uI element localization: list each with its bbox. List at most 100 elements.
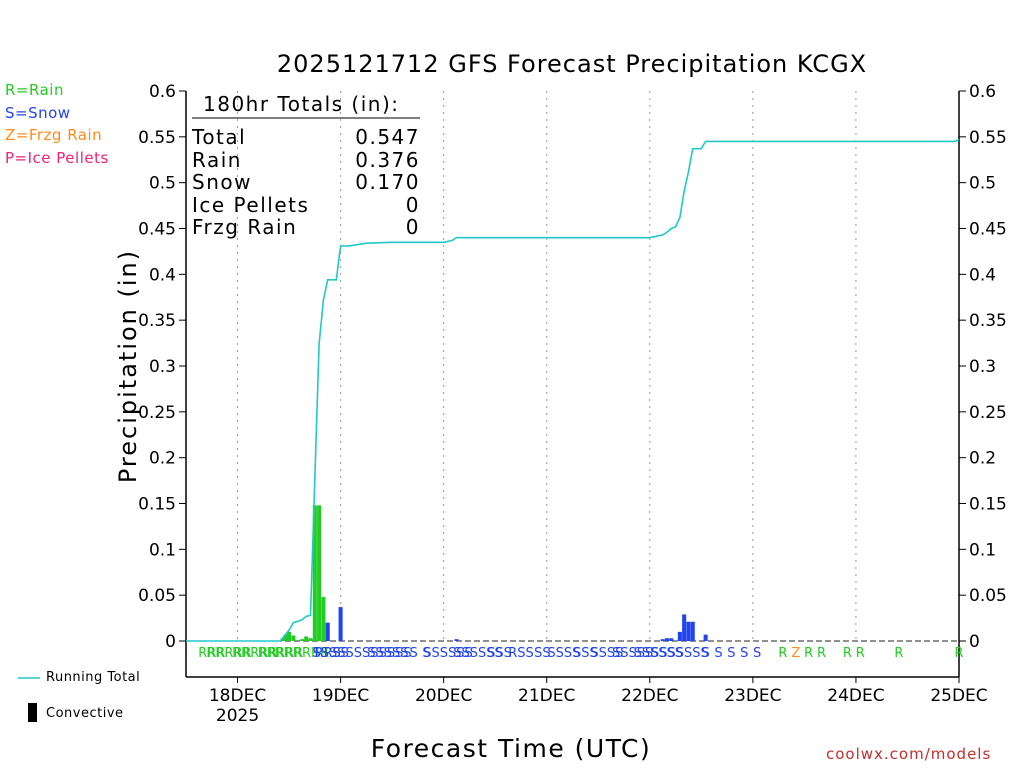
precip-bar-snow xyxy=(682,614,687,641)
precip-type-code: S xyxy=(753,646,761,661)
precip-type-code: R xyxy=(843,646,852,661)
precip-type-code: SSSSSSSSSSSS xyxy=(313,646,412,661)
y-tick-label-left: 0.35 xyxy=(138,311,176,331)
precip-type-code: RRRRR xyxy=(258,646,303,661)
y-tick-label-right: 0.55 xyxy=(969,128,1007,148)
totals-header: 180hr Totals (in): xyxy=(203,92,400,116)
totals-value-ice-pellets: 0 xyxy=(405,193,420,217)
y-tick-label-right: 0.3 xyxy=(969,357,996,377)
precip-type-code: SSSS xyxy=(590,646,623,661)
x-tick-label: 18DEC xyxy=(209,686,266,706)
precip-type-code: RRRRR xyxy=(232,646,277,661)
precip-bar-snow xyxy=(690,621,695,641)
y-tick-label-left: 0.25 xyxy=(138,403,176,423)
precip-type-code: S xyxy=(701,646,709,661)
precip-bar-snow xyxy=(454,639,459,641)
y-tick-label-left: 0.4 xyxy=(149,265,176,285)
precip-type-code: RSS xyxy=(508,646,534,661)
y-tick-label-left: 0.1 xyxy=(149,540,176,560)
precip-type-code: S xyxy=(714,646,722,661)
legend-frzg-rain-code: Z=Frzg Rain xyxy=(5,126,103,144)
y-tick-label-right: 0.5 xyxy=(969,174,996,194)
precip-bar-snow xyxy=(660,639,665,641)
totals-value-snow: 0.170 xyxy=(355,170,420,194)
precip-type-code: SS xyxy=(332,646,349,661)
y-tick-label-right: 0.05 xyxy=(969,586,1007,606)
chart-title: 2025121712 GFS Forecast Precipitation KC… xyxy=(276,50,868,78)
y-tick-label-right: 0.45 xyxy=(969,220,1007,240)
source-credit: coolwx.com/models xyxy=(826,745,992,763)
x-tick-label: 22DEC xyxy=(621,686,678,706)
precip-type-code: S xyxy=(422,646,430,661)
totals-value-rain: 0.376 xyxy=(355,148,420,172)
precip-type-code: RRS xyxy=(315,646,341,661)
precip-bar-rain xyxy=(321,597,326,641)
y-tick-label-left: 0.3 xyxy=(149,357,176,377)
x-tick-label: 21DEC xyxy=(518,686,575,706)
precip-type-code: Z xyxy=(791,646,800,661)
y-tick-label-left: 0.05 xyxy=(138,586,176,606)
precip-type-code: RRRRRR xyxy=(275,646,329,661)
x-tick-label: 20DEC xyxy=(415,686,472,706)
legend-ice-pellets-code: P=Ice Pellets xyxy=(5,149,109,167)
precip-type-code: R xyxy=(954,646,963,661)
precip-type-code: R xyxy=(894,646,903,661)
x-tick-sublabel: 2025 xyxy=(216,706,259,726)
x-tick-label: 19DEC xyxy=(312,686,369,706)
y-tick-label-right: 0.6 xyxy=(969,82,996,102)
precip-type-code: SSSSSS xyxy=(453,646,503,661)
precip-bar-rain xyxy=(280,638,285,641)
precip-bar-snow xyxy=(686,621,691,641)
y-tick-label-left: 0.5 xyxy=(149,174,176,194)
precip-bar-rain xyxy=(291,635,296,641)
totals-label-total: Total xyxy=(192,125,247,149)
y-tick-label-left: 0.55 xyxy=(138,128,176,148)
precip-type-code: SSSSSS xyxy=(423,646,473,661)
totals-label-rain: Rain xyxy=(192,148,242,172)
y-tick-label-left: 0.45 xyxy=(138,220,176,240)
precip-type-code: R xyxy=(856,646,865,661)
totals-value-frzg-rain: 0 xyxy=(405,215,420,239)
y-axis-label: Precipitation (in) xyxy=(114,248,142,484)
precip-type-code: R xyxy=(778,646,787,661)
precip-type-code: S xyxy=(727,646,735,661)
precip-type-code: R xyxy=(817,646,826,661)
precip-bar-rain xyxy=(299,639,304,641)
precip-type-code: S xyxy=(740,646,748,661)
legend-snow-code: S=Snow xyxy=(5,104,71,122)
precip-type-code: SS xyxy=(534,646,551,661)
y-tick-label-right: 0.15 xyxy=(969,495,1007,515)
x-axis-label: Forecast Time (UTC) xyxy=(370,734,652,763)
running-total-legend-label: Running Total xyxy=(46,670,141,685)
x-tick-label: 23DEC xyxy=(724,686,781,706)
x-tick-label: 25DEC xyxy=(930,686,987,706)
running-total-line xyxy=(186,138,960,642)
totals-label-snow: Snow xyxy=(192,170,252,194)
convective-legend-label: Convective xyxy=(46,706,124,721)
totals-value-total: 0.547 xyxy=(355,125,420,149)
precip-bar-rain xyxy=(312,505,317,641)
precip-bar-rain xyxy=(304,636,309,641)
precip-type-code: SSS xyxy=(487,646,512,661)
y-tick-label-right: 0.1 xyxy=(969,540,996,560)
totals-label-frzg-rain: Frzg Rain xyxy=(192,215,298,239)
precip-bar-snow xyxy=(669,638,674,641)
y-tick-label-right: 0.35 xyxy=(969,311,1007,331)
precip-type-code: R xyxy=(804,646,813,661)
precip-type-code: S xyxy=(409,646,417,661)
precip-type-code: SSSSS xyxy=(367,646,408,661)
precip-bar-rain xyxy=(283,634,288,641)
precip-bar-snow xyxy=(325,622,330,641)
totals-label-ice-pellets: Ice Pellets xyxy=(192,193,310,217)
y-tick-label-right: 0 xyxy=(969,632,980,652)
precip-bar-rain xyxy=(308,638,313,641)
x-tick-label: 24DEC xyxy=(827,686,884,706)
y-tick-label-left: 0.6 xyxy=(149,82,176,102)
precip-bar-rain xyxy=(287,631,292,641)
precip-bar-snow xyxy=(338,607,343,641)
precip-bar-snow xyxy=(664,638,670,641)
precip-type-code: SSSSSS xyxy=(634,646,684,661)
precip-type-code: SSSS xyxy=(547,646,580,661)
legend-rain-code: R=Rain xyxy=(5,81,64,99)
y-tick-label-left: 0.2 xyxy=(149,449,176,469)
